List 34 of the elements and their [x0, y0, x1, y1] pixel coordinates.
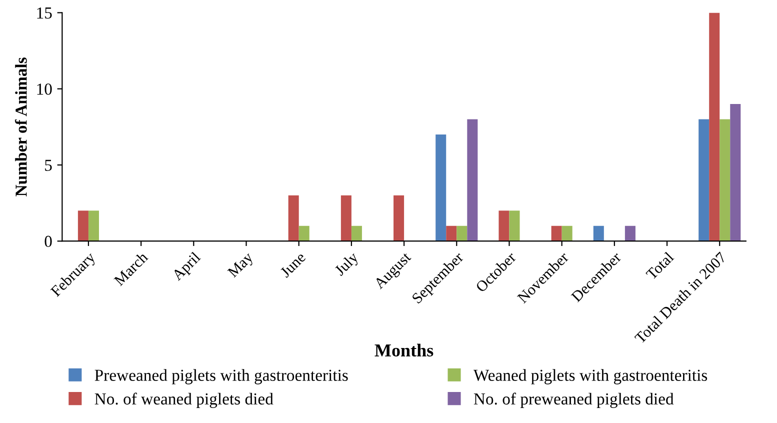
bar: [340, 195, 352, 242]
legend-label: Preweaned piglets with gastroenteritis: [94, 369, 348, 384]
bar: [436, 134, 446, 242]
y-tick-label: 15: [37, 7, 52, 19]
x-axis-title: Months: [374, 344, 434, 357]
y-tick-label: 0: [44, 236, 52, 248]
bar: [467, 119, 478, 242]
legend-label: No. of preweaned piglets died: [474, 392, 674, 408]
y-tick-label: 5: [45, 160, 52, 171]
bar: [624, 226, 636, 242]
bar: [88, 210, 99, 242]
bar: [709, 12, 720, 242]
y-tick-label: 10: [37, 84, 52, 95]
bar: [720, 119, 730, 242]
bar: [394, 195, 404, 242]
bar: [498, 210, 510, 242]
bar: [288, 195, 299, 242]
legend-label: No. of weaned piglets died: [94, 392, 274, 408]
bar: [78, 210, 88, 242]
x-tick-label: July: [334, 250, 362, 278]
bar: [446, 226, 457, 242]
bar: [593, 226, 604, 242]
legend-label: Weaned piglets with gastroenteritis: [473, 369, 708, 384]
bar: [562, 226, 572, 242]
bar: [456, 226, 468, 242]
bar: [351, 226, 362, 242]
bar: [298, 226, 310, 242]
x-tick-label: May: [227, 251, 256, 280]
x-tick-label: June: [280, 252, 306, 278]
bar: [509, 210, 520, 242]
bar: [551, 226, 562, 242]
y-axis-title: Number of Animals: [14, 58, 27, 196]
bar: [730, 104, 741, 242]
bar: [698, 119, 710, 242]
